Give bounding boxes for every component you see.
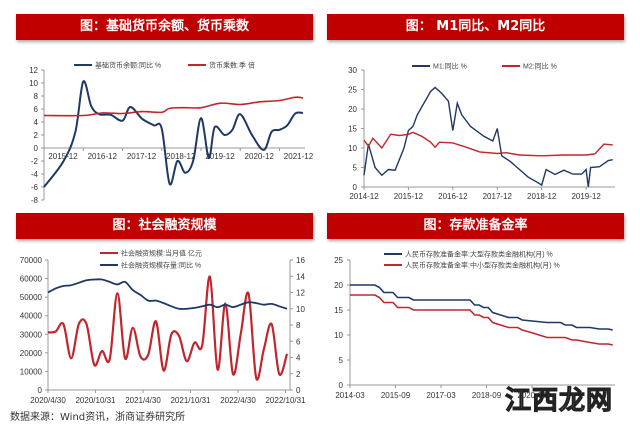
legend-multiplier-label: 货币乘数:季 倍 [209,61,255,70]
x-tick-label: 2017-03 [426,391,456,400]
y-left-tick-label: 20000 [20,349,43,358]
x-tick-label: 2014-03 [335,391,365,400]
x-tick-label: 2020-12 [245,152,275,161]
y-right-tick-label: 2 [296,370,301,379]
y-left-tick-label: 60000 [20,275,43,284]
y-tick-label: 4 [34,118,39,127]
y-tick-label: 25 [348,86,357,95]
m2-yoy-line [363,131,613,157]
y-tick-label: -8 [31,196,39,205]
x-tick-label: 2019-12 [571,192,601,201]
y-tick-label: 5 [339,356,344,365]
y-tick-label: 15 [334,306,343,315]
x-tick-label: 2015-12 [48,152,78,161]
chart3-social-financing: 70000 60000 50000 40000 30000 20000 10000 0 16 14… [20,249,306,406]
y-tick-label: 6 [34,105,39,114]
x-tick-label: 2020/10/31 [75,396,116,405]
y-right-tick-label: 6 [296,337,301,346]
money-multiplier-line [43,96,304,117]
x-tick-label: 2018-09 [472,391,502,400]
y-tick-label: -4 [31,170,39,179]
y-right-tick-label: 4 [296,354,301,363]
y-tick-label: 10 [348,144,357,153]
y-left-tick-label: 10000 [20,367,43,376]
y-tick-label: 2 [34,131,39,140]
legend-rrr-large-label: 人民币存款准备金率:大型存款类金融机构(月) % [405,250,553,259]
x-tick-label: 2018-12 [166,152,196,161]
y-left-tick-label: 40000 [20,312,43,321]
x-tick-label: 2018-12 [527,192,557,201]
x-tick-label: 2021-12 [284,152,314,161]
y-left-tick-label: 50000 [20,293,43,302]
tsf-monthly-line [47,275,289,381]
x-tick-label: 2017-12 [483,192,513,201]
x-tick-label: 2015-09 [381,391,411,400]
chart1-base-money-multiplier: 12 10 8 6 4 2 0 -2 -4 -6 -8 2015-12 2016-12 2017-12 20… [29,61,314,206]
y-tick-label: 8 [34,92,39,101]
chart2-title-banner: 图： M1同比、M2同比 [327,14,624,40]
m1-yoy-line [363,86,613,188]
y-right-tick-label: 8 [296,321,301,330]
legend-m2-label: M2:同比 % [523,62,557,71]
y-tick-label: 0 [353,183,358,192]
y-right-tick-label: 12 [296,289,305,298]
x-tick-label: 2015-12 [394,192,424,201]
x-tick-label: 2014-12 [349,192,379,201]
x-tick-label: 2016-12 [88,152,118,161]
legend-base-money-label: 基础货币余额:同比 % [95,61,161,70]
tsf-stock-yoy-line [47,278,288,310]
y-tick-label: 20 [334,281,343,290]
rrr-large-banks-line [350,284,613,331]
y-tick-label: 15 [348,125,357,134]
x-tick-label: 2022/4/30 [220,396,256,405]
y-tick-label: 10 [29,79,38,88]
watermark-part1: 江西 [504,386,560,417]
y-tick-label: 5 [353,164,358,173]
y-left-tick-label: 70000 [20,256,43,265]
legend-tsf-monthly-label: 社会融资规模:当月值 亿元 [121,249,202,258]
y-right-tick-label: 10 [296,305,305,314]
y-left-tick-label: 0 [38,386,43,395]
y-tick-label: 0 [34,144,39,153]
rrr-small-banks-line [350,294,613,346]
x-tick-label: 2020-03 [517,391,547,400]
x-tick-label: 2021/4/30 [125,396,161,405]
y-tick-label: 25 [334,256,343,265]
watermark-logo: 江西龙网 [504,380,614,417]
y-tick-label: 20 [348,105,357,114]
base-money-yoy-line [43,80,304,188]
y-tick-label: -2 [31,157,39,166]
chart1-title-banner: 图：基础货币余额、货币乘数 [16,14,313,40]
x-tick-label: 2020/4/30 [30,396,66,405]
x-tick-label: 2016-12 [438,192,468,201]
y-tick-label: 10 [334,331,343,340]
y-tick-label: -6 [31,183,39,192]
x-tick-label: 2019-12 [205,152,235,161]
data-source-note: 数据来源：Wind资讯，浙商证券研究所 [10,412,186,423]
x-tick-label: 2022/10/31 [265,396,306,405]
legend-tsf-stock-label: 社会融资规模存量:同比 % [121,261,201,270]
legend-m1-label: M1:同比 % [433,62,467,71]
chart4-title-banner: 图：存款准备金率 [327,213,624,239]
y-left-tick-label: 30000 [20,330,43,339]
y-right-tick-label: 14 [296,272,305,281]
y-tick-label: 12 [29,66,38,75]
y-right-tick-label: 0 [296,386,301,395]
x-tick-label: 2021/10/31 [170,396,211,405]
legend-rrr-small-label: 人民币存款准备金率:中小型存款类金融机构(月) % [405,261,560,270]
watermark-part2: 龙网 [559,386,614,417]
x-tick-label: 2017-12 [127,152,157,161]
y-tick-label: 0 [339,381,344,390]
y-tick-label: 30 [348,66,357,75]
y-right-tick-label: 16 [296,256,305,265]
chart3-title-banner: 图：社会融资规模 [16,213,313,239]
